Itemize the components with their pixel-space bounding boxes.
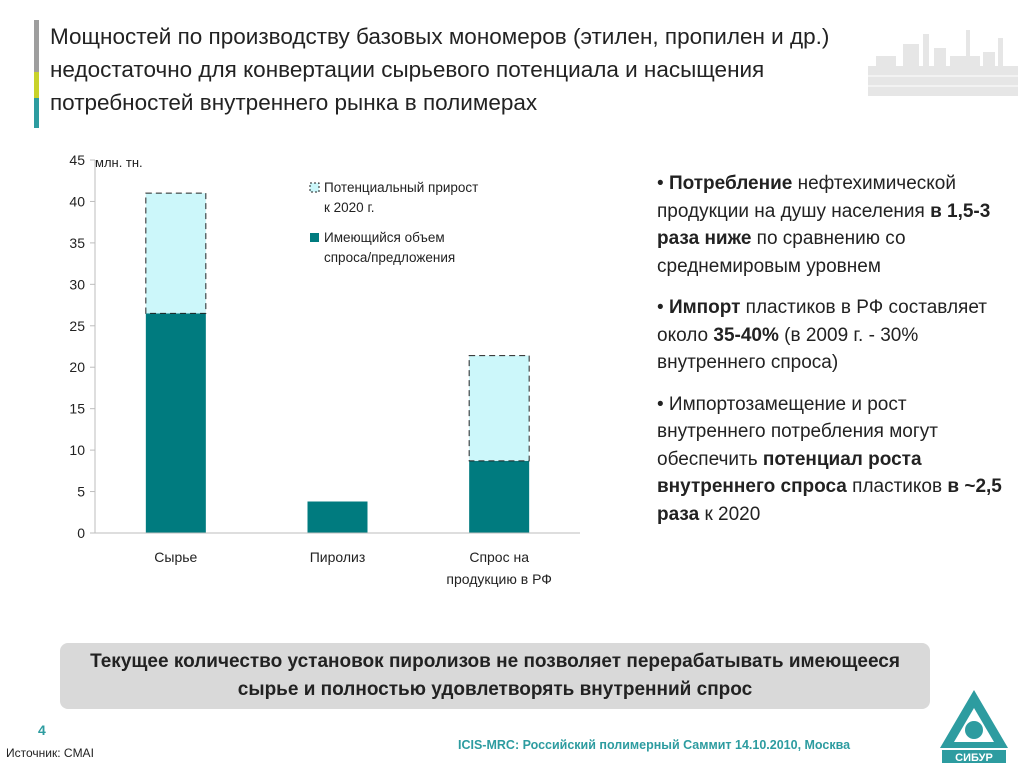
bullet-text: • [657, 297, 669, 318]
bullet-text: • Импортозамещение и рост внутреннего по… [657, 393, 939, 470]
y-tick-label: 25 [69, 318, 85, 334]
bullet-bold-text: в 1,5-3 раза ниже [657, 200, 991, 250]
bullet-text: пластиков [846, 476, 948, 497]
bar-potential [145, 192, 207, 314]
sibur-logo: СИБУР [940, 690, 1008, 764]
accent-segment-teal [34, 98, 39, 128]
legend-label: Имеющийся объем спроса/предложения [324, 230, 455, 265]
y-tick-label: 35 [69, 235, 85, 251]
capacity-stacked-bar-chart: млн. тн. 0 5 10 15 20 25 30 35 40 45 Сырье Пиролиз… [69, 152, 580, 587]
accent-segment-yellow [34, 72, 39, 98]
x-category-label: Пиролиз [310, 549, 366, 565]
bullet-text: нефтехимической продукции на душу населе… [657, 173, 956, 222]
bullet-bold-text: 35-40% [713, 324, 779, 346]
key-points-list: • Потребление нефтехимической продукции … [657, 170, 1002, 542]
title-accent-bar [34, 20, 39, 128]
legend-swatch [310, 233, 319, 242]
y-tick-label: 5 [77, 484, 85, 500]
bar-existing [307, 501, 368, 533]
conclusion-text: Текущее количество установок пиролизов н… [90, 651, 900, 700]
bullet-item: • Импортозамещение и рост внутреннего по… [657, 391, 1002, 529]
conclusion-callout: Текущее количество установок пиролизов н… [60, 643, 930, 709]
bullet-text: (в 2009 г. - 30% внутреннего спроса) [657, 324, 919, 374]
y-tick-label: 10 [69, 442, 85, 458]
y-tick-label: 45 [69, 152, 85, 168]
bullet-bold-text: потенциал роста внутреннего спроса [657, 448, 922, 498]
x-category-label: Сырье [154, 549, 197, 565]
bullet-text: пластиков в РФ составляет около [657, 297, 987, 346]
y-tick-label: 30 [69, 276, 85, 292]
bullet-text: • [657, 173, 669, 194]
event-footer: ICIS-MRC: Российский полимерный Саммит 1… [458, 738, 851, 752]
bullet-text: к 2020 [699, 503, 761, 525]
legend-swatch [309, 182, 320, 193]
industrial-plant-icon [868, 30, 1018, 96]
bullet-item: • Импорт пластиков в РФ составляет около… [657, 294, 1002, 377]
slide-title: Мощностей по производству базовых мономе… [50, 24, 830, 115]
bullet-text: по сравнению со среднемировым уровнем [657, 228, 906, 277]
source-note: Источник: CMAI [6, 746, 94, 760]
y-tick-label: 15 [69, 401, 85, 417]
page-number: 4 [38, 722, 46, 738]
accent-segment-grey [34, 20, 39, 72]
y-tick-label: 20 [69, 359, 85, 375]
legend-label: Потенциальный прирост к 2020 г. [324, 180, 478, 215]
bar-existing [469, 460, 530, 533]
bullet-bold-text: Импорт [668, 297, 741, 318]
y-axis-unit-label: млн. тн. [95, 155, 143, 170]
y-tick-label: 40 [69, 193, 85, 209]
bullet-bold-text: Потребление [668, 173, 793, 194]
bar-existing [145, 313, 206, 533]
bullet-bold-text: в ~2,5 раза [657, 476, 1002, 525]
bullet-item: • Потребление нефтехимической продукции … [657, 170, 1002, 280]
x-category-label: Спрос на продукцию в РФ [446, 549, 552, 587]
bar-potential [468, 355, 530, 462]
logo-wordmark: СИБУР [955, 752, 993, 764]
y-tick-label: 0 [77, 525, 85, 541]
